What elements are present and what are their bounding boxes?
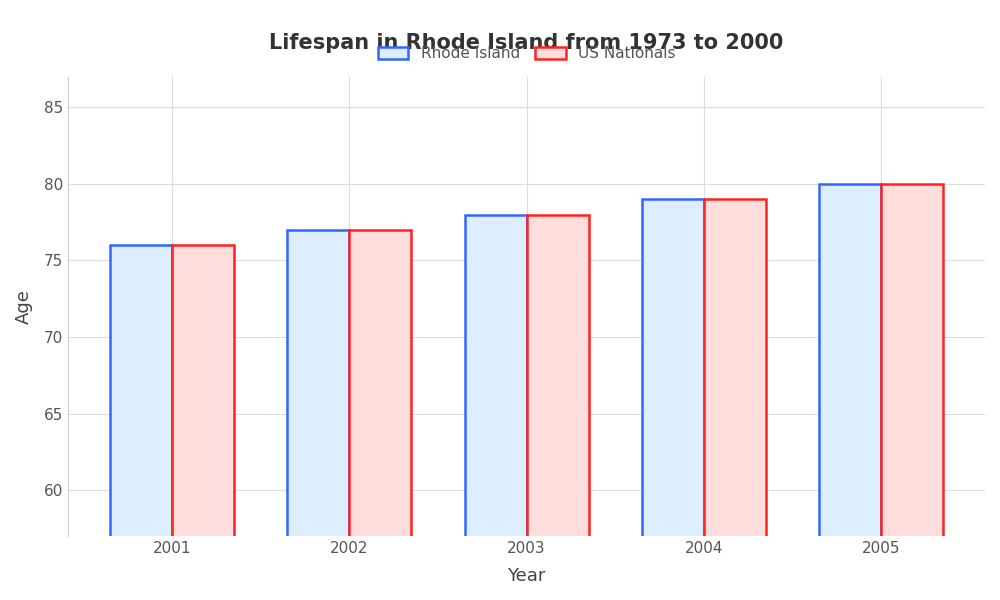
Bar: [287, 230, 349, 600]
Bar: [527, 215, 589, 600]
Legend: Rhode Island, US Nationals: Rhode Island, US Nationals: [370, 38, 683, 69]
Bar: [172, 245, 234, 600]
Bar: [819, 184, 881, 600]
X-axis label: Year: Year: [507, 567, 546, 585]
Bar: [881, 184, 943, 600]
Title: Lifespan in Rhode Island from 1973 to 2000: Lifespan in Rhode Island from 1973 to 20…: [269, 33, 784, 53]
Bar: [110, 245, 172, 600]
Bar: [642, 199, 704, 600]
Y-axis label: Age: Age: [15, 289, 33, 324]
Bar: [349, 230, 411, 600]
Bar: [704, 199, 766, 600]
Bar: [465, 215, 527, 600]
